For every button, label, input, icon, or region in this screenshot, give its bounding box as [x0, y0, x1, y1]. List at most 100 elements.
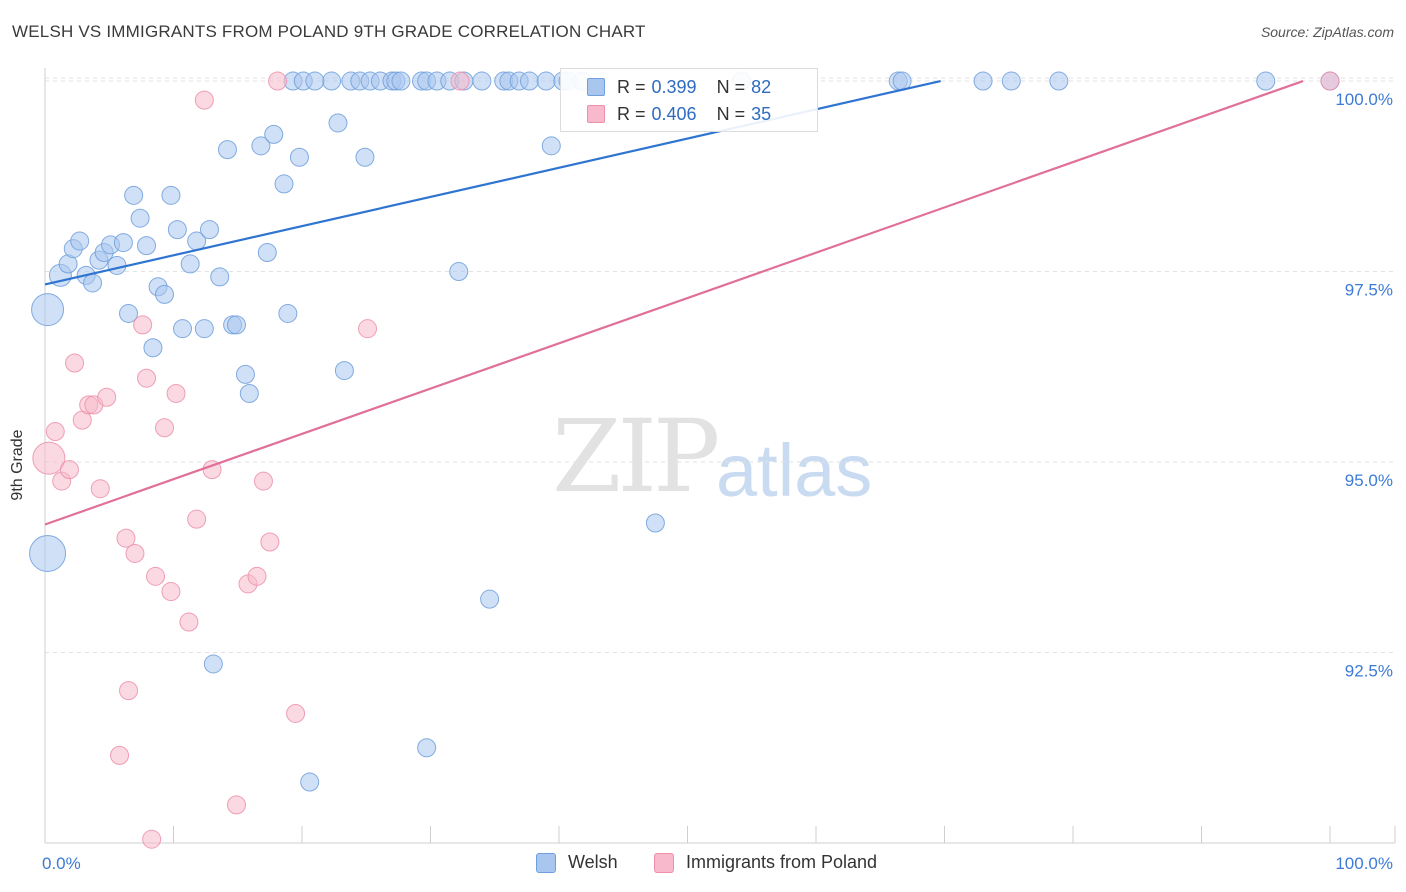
- welsh-point: [194, 319, 214, 339]
- legend-row-poland: R = 0.406 N = 35: [587, 102, 771, 126]
- welsh-r-value: 0.399: [651, 76, 697, 97]
- welsh-point: [264, 124, 284, 144]
- welsh-r-label: R =: [617, 76, 646, 97]
- series-legend: Welsh Immigrants from Poland: [0, 852, 1406, 876]
- poland-n-value: 35: [751, 103, 772, 124]
- welsh-point: [480, 589, 500, 609]
- poland-point: [110, 745, 130, 765]
- poland-point: [253, 471, 273, 491]
- welsh-point: [235, 364, 255, 384]
- welsh-point: [210, 267, 230, 287]
- welsh-point: [31, 293, 65, 327]
- poland-point: [137, 368, 157, 388]
- welsh-point: [199, 220, 219, 240]
- chart-title: WELSH VS IMMIGRANTS FROM POLAND 9TH GRAD…: [12, 22, 646, 41]
- welsh-point: [1256, 71, 1276, 91]
- welsh-point: [1001, 71, 1021, 91]
- correlation-legend: R = 0.399 N = 82 R = 0.406 N = 35: [560, 68, 818, 132]
- welsh-point: [130, 208, 150, 228]
- poland-point: [268, 71, 288, 91]
- watermark-atlas: atlas: [716, 429, 873, 512]
- poland-point: [133, 315, 153, 335]
- welsh-point: [334, 361, 354, 381]
- poland-point: [179, 612, 199, 632]
- y-tick-label: 100.0%: [1335, 90, 1393, 109]
- welsh-swatch: [587, 78, 605, 96]
- legend-item-welsh[interactable]: Welsh: [536, 852, 618, 873]
- poland-n-label: N =: [716, 103, 746, 124]
- welsh-point: [119, 303, 139, 323]
- welsh-point: [155, 284, 175, 304]
- tick-labels: 100.0% 97.5% 95.0% 92.5% 0.0% 100.0%: [42, 90, 1393, 873]
- axes: [44, 68, 1396, 844]
- poland-point: [247, 566, 267, 586]
- poland-point: [97, 387, 117, 407]
- poland-legend-swatch: [654, 852, 674, 873]
- welsh-point: [124, 185, 144, 205]
- legend-item-poland[interactable]: Immigrants from Poland: [654, 852, 877, 873]
- welsh-point: [391, 71, 411, 91]
- welsh-point: [203, 654, 223, 674]
- poland-point: [1320, 71, 1340, 91]
- welsh-point: [519, 71, 539, 91]
- welsh-point: [305, 71, 325, 91]
- welsh-point: [143, 338, 163, 358]
- welsh-point: [541, 136, 561, 156]
- welsh-point: [251, 136, 271, 156]
- poland-point: [125, 543, 145, 563]
- poland-points: [32, 71, 1340, 849]
- welsh-point: [278, 303, 298, 323]
- poland-point: [90, 479, 110, 499]
- welsh-point: [239, 383, 259, 403]
- welsh-legend-swatch: [536, 852, 556, 873]
- x-tick-label: 100.0%: [1335, 854, 1393, 873]
- welsh-point: [137, 236, 157, 256]
- welsh-point: [29, 534, 67, 572]
- poland-point: [119, 681, 139, 701]
- poland-point: [116, 528, 136, 548]
- poland-legend-label: Immigrants from Poland: [686, 852, 878, 872]
- welsh-point: [167, 220, 187, 240]
- poland-point: [286, 703, 306, 723]
- source-credit: Source: ZipAtlas.com: [1260, 24, 1394, 40]
- welsh-point: [107, 255, 127, 275]
- welsh-point: [217, 140, 237, 160]
- welsh-point: [161, 185, 181, 205]
- welsh-point: [645, 513, 665, 533]
- y-tick-label: 95.0%: [1345, 471, 1393, 490]
- welsh-n-label: N =: [716, 76, 746, 97]
- poland-point: [32, 441, 66, 475]
- poland-point: [226, 795, 246, 815]
- welsh-point: [472, 71, 492, 91]
- watermark-zip: ZIP: [552, 398, 720, 515]
- poland-point: [260, 532, 280, 552]
- y-tick-label: 97.5%: [1345, 281, 1393, 300]
- welsh-point: [289, 147, 309, 167]
- poland-point: [194, 90, 214, 110]
- poland-point: [187, 509, 207, 529]
- poland-point: [166, 383, 186, 403]
- welsh-point: [274, 174, 294, 194]
- poland-r-label: R =: [617, 103, 646, 124]
- x-tick-label: 0.0%: [42, 854, 81, 873]
- poland-point: [59, 460, 79, 480]
- y-axis-label: 9th Grade: [9, 429, 26, 501]
- welsh-point: [322, 71, 342, 91]
- welsh-point: [257, 242, 277, 262]
- welsh-point: [113, 233, 133, 253]
- poland-point: [65, 353, 85, 373]
- poland-point: [450, 71, 470, 91]
- poland-r-value: 0.406: [651, 103, 697, 124]
- y-tick-label: 92.5%: [1345, 662, 1393, 681]
- poland-point: [45, 422, 65, 442]
- welsh-point: [417, 738, 437, 758]
- welsh-point: [328, 113, 348, 133]
- welsh-point: [1049, 71, 1069, 91]
- welsh-point: [300, 772, 320, 792]
- welsh-point: [449, 262, 469, 282]
- poland-swatch: [587, 105, 605, 123]
- poland-trend-line: [44, 80, 1304, 526]
- poland-point: [155, 418, 175, 438]
- poland-point: [358, 319, 378, 339]
